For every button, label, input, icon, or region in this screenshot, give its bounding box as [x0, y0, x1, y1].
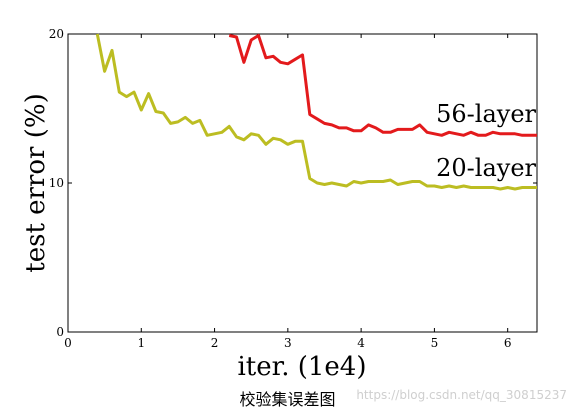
x-tick-label: 0 [64, 336, 72, 350]
x-tick-label: 5 [431, 336, 439, 350]
series-line-56-layer [228, 34, 537, 137]
x-tick-label: 2 [211, 336, 219, 350]
x-axis-label: iter. (1e4) [237, 352, 366, 382]
series-line-20-layer [95, 33, 537, 191]
series-label-20-layer: 20-layer [436, 154, 536, 182]
plot-frame [67, 33, 538, 333]
x-tick-label: 1 [137, 336, 145, 350]
figure-caption: 校验集误差图 [239, 390, 336, 409]
y-tick-label: 20 [49, 27, 64, 41]
watermark: https://blog.csdn.net/qq_30815237 [356, 388, 567, 402]
y-axis-label: test error (%) [21, 93, 51, 272]
y-tick-label: 10 [49, 176, 64, 190]
x-tick-label: 6 [504, 336, 512, 350]
y-tick-label: 0 [56, 325, 64, 339]
series-group [95, 33, 537, 191]
x-tick-label: 4 [357, 336, 365, 350]
x-tick-label: 3 [284, 336, 292, 350]
series-label-56-layer: 56-layer [436, 100, 536, 128]
tick-group: 0 1 2 3 4 5 6 0 10 20 [49, 27, 537, 350]
